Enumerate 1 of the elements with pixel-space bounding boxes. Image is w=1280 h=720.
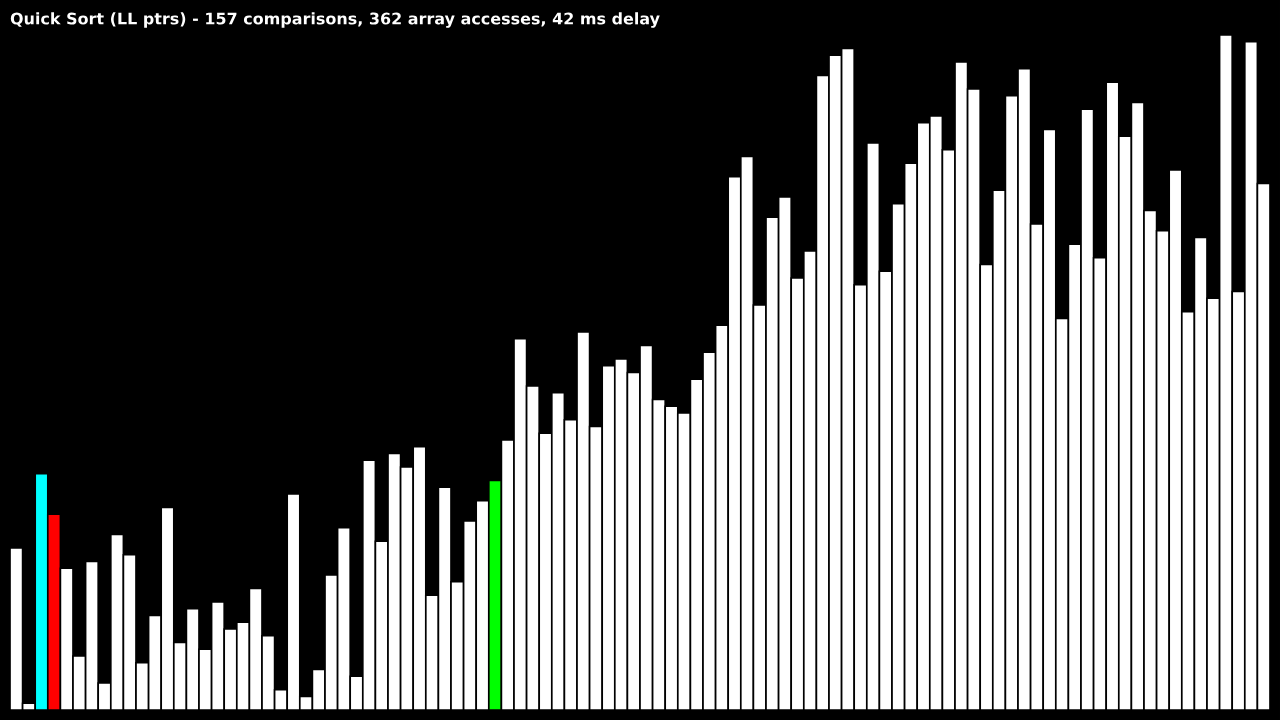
chart-title: Quick Sort (LL ptrs) - 157 comparisons, 362 array accesses, 42 ms delay <box>10 12 660 28</box>
